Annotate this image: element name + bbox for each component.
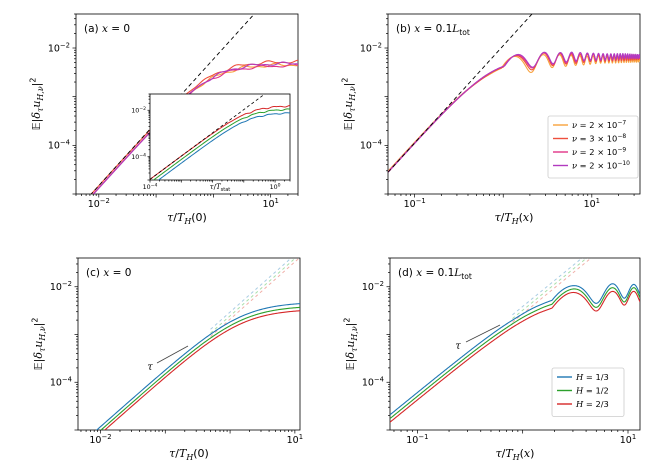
curve-H-2-3 [104,310,300,430]
y-axis-label: 𝔼|δτuH,ν|2 [342,318,359,371]
curve-H-2-3-power-guide [210,258,300,337]
x-axis-label: τ/TH(0) [167,211,207,226]
curve-H-1-3 [157,112,290,180]
y-axis-label: 𝔼|δτuH,ν|2 [28,78,45,131]
y-axis-label: 𝔼|δτuH,ν|2 [30,318,47,371]
panel-c: 10−2 101 10−2 10−4 τ/TH(0) 𝔼|δτuH,ν|2 (c) x = … [30,257,303,462]
curve-H-1-2 [100,306,300,430]
annotation-tau: τ [147,362,153,373]
x-tick-label: 100 [270,182,281,191]
panel-label-b: (b) x = 0.1Ltot [396,23,470,37]
panel-label-d: (d) x = 0.1Ltot [398,267,472,281]
legend-entry-label: ν = 2 × 10−9 [572,146,626,156]
curve-power-law-guide [150,94,266,180]
curve-H-1-3 [95,303,300,430]
y-tick-label: 10−2 [50,280,72,293]
x-tick-label: 101 [287,433,303,446]
plot-area-a-inset [150,94,290,180]
y-tick-label: 10−4 [360,139,382,152]
x-tick-label: 101 [262,197,278,210]
plot-area-c [95,258,300,430]
annotation-tau: τ [455,341,461,352]
legend-entry-label: H = 2/3 [575,399,609,409]
axes-frame-b [387,13,641,195]
plot-area-d [390,258,640,423]
x-tick-label: 10−2 [89,433,111,446]
curve-H-1-3 [390,283,640,416]
panel-b: 10−1 101 10−2 10−4 τ/TH(x) 𝔼|δτuH,ν|2 (b) x = … [340,13,641,226]
y-axis-label: 𝔼|δτuH,ν|2 [340,78,357,131]
curve-H-1-2 [152,108,290,180]
axes-frame-c [77,257,301,431]
y-tick-label: 10−2 [362,280,384,293]
y-tick-label: 10−2 [48,41,70,54]
x-axis-label: τ/TH(x) [496,447,535,462]
curve-H-1-2-power-guide [210,258,297,334]
panel-a-inset: 10−4 100 10−2 10−4 τ/Tstat [131,93,291,193]
y-tick-label: 10−4 [362,376,384,389]
curve-nu-3x10-8 [90,59,298,194]
panel-label-a: (a) x = 0 [84,23,130,35]
y-tick-label: 10−4 [48,139,70,152]
legend-entry-label: ν = 2 × 10−7 [572,119,626,129]
legend-entry-label: ν = 2 × 10−10 [572,160,630,170]
legend-box [547,115,639,179]
curve-H-2-3 [390,290,640,423]
curve-H-1-2 [390,287,640,420]
axes-frame-d [389,257,641,431]
x-axis-label: τ/Tstat [210,183,231,193]
curve-H-1-2-power-guide [512,258,588,319]
legend-entry-label: H = 1/3 [575,372,609,382]
x-tick-label: 10−4 [143,182,158,191]
y-tick-label: 10−4 [50,376,72,389]
x-axis-label: τ/TH(x) [495,211,534,226]
y-tick-label: 10−2 [131,106,146,115]
x-tick-label: 10−2 [88,197,110,210]
x-tick-label: 101 [584,197,600,210]
legend-entry-label: ν = 3 × 10−8 [572,133,626,143]
curve-H-1-3-power-guide [512,258,583,316]
x-axis-label: τ/TH(0) [169,447,209,462]
curve-nu-2x10-10 [388,51,640,173]
x-tick-label: 10−1 [406,433,428,446]
annotation-leader-line [156,345,189,364]
panel-d: 10−1 101 10−2 10−4 τ/TH(x) 𝔼|δτuH,ν|2 (d) x = … [342,257,641,462]
annotation-leader-line [465,324,501,343]
y-tick-label: 10−2 [360,41,382,54]
plot-area-b [388,14,640,173]
y-tick-label: 10−4 [131,152,146,161]
curve-H-2-3-power-guide [512,258,592,323]
axes-frame-a [75,13,299,195]
legend-entry-label: H = 1/2 [575,385,609,395]
x-tick-label: 10−1 [404,197,426,210]
curve-H-1-3-power-guide [210,258,292,330]
panel-label-c: (c) x = 0 [86,267,131,279]
x-tick-label: 101 [620,433,636,446]
axes-frame-a-inset [149,93,291,181]
